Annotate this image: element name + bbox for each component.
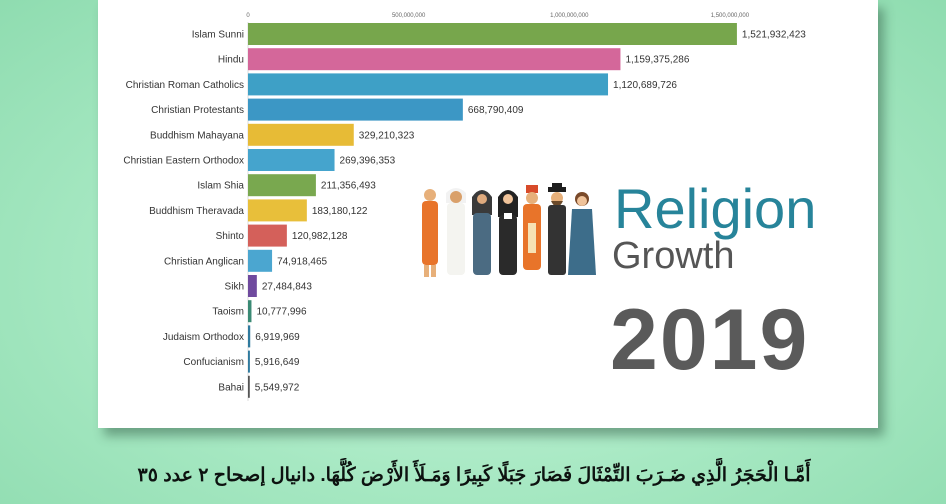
category-label: Bahai — [218, 382, 244, 393]
bar — [248, 149, 335, 171]
value-label: 74,918,465 — [277, 256, 327, 267]
value-label: 10,777,996 — [256, 307, 306, 318]
category-label: Christian Anglican — [164, 256, 244, 267]
bar — [248, 98, 463, 121]
x-tick-label: 1,000,000,000 — [550, 13, 589, 19]
chart-panel: 0 500,000,000 1,000,000,000 1,500,000,000 Is… — [98, 0, 878, 428]
value-label: 120,982,128 — [292, 231, 348, 242]
value-label: 211,356,493 — [321, 181, 376, 192]
bar — [248, 275, 257, 297]
value-label: 668,790,409 — [468, 105, 524, 116]
value-label: 6,919,969 — [255, 332, 300, 343]
bar — [248, 224, 287, 247]
category-label: Sikh — [225, 282, 244, 293]
priest-figure — [523, 185, 541, 270]
x-tick-label: 0 — [246, 13, 250, 19]
category-label: Taoism — [212, 307, 244, 318]
value-label: 5,916,649 — [255, 357, 300, 368]
title-growth: Growth — [612, 235, 735, 277]
category-label: Christian Roman Catholics — [126, 80, 244, 91]
bar — [248, 123, 354, 146]
bar — [248, 199, 307, 222]
arabic-subtitle: أَمَّـا الْحَجَرُ الَّذِي ضَـرَبَ التِّم… — [137, 465, 811, 486]
bar — [248, 249, 273, 272]
bar — [248, 48, 621, 71]
value-label: 5,549,972 — [255, 382, 300, 393]
category-label: Islam Shia — [197, 181, 244, 192]
bar — [248, 350, 250, 373]
value-label: 1,521,932,423 — [742, 30, 806, 41]
hijab-woman-figure — [472, 190, 492, 275]
value-label: 269,396,353 — [340, 156, 396, 167]
category-label: Confucianism — [183, 357, 244, 368]
value-label: 1,159,375,286 — [625, 55, 689, 66]
title-block: Religion Growth 2019 — [610, 178, 870, 408]
bar — [248, 325, 251, 348]
category-label: Judaism Orthodox — [163, 332, 244, 343]
x-tick-label: 500,000,000 — [392, 13, 426, 19]
rabbi-figure — [548, 183, 566, 275]
year-label: 2019 — [610, 292, 810, 388]
nun-figure — [498, 190, 518, 275]
value-label: 1,120,689,726 — [613, 80, 677, 91]
bar — [248, 300, 252, 323]
people-of-various-faiths-illustration — [422, 183, 596, 277]
bar — [248, 174, 316, 197]
value-label: 27,484,843 — [262, 282, 312, 293]
bar-chart: 0 500,000,000 1,000,000,000 1,500,000,000 Is… — [123, 13, 806, 401]
category-label: Christian Eastern Orthodox — [123, 156, 244, 167]
category-label: Christian Protestants — [151, 105, 244, 116]
category-label: Buddhism Mahayana — [150, 130, 244, 141]
title-religion: Religion — [614, 177, 817, 240]
bar — [248, 73, 609, 96]
woman-figure — [568, 192, 596, 275]
category-label: Islam Sunni — [192, 30, 244, 41]
x-tick-label: 1,500,000,000 — [711, 13, 750, 19]
value-label: 183,180,122 — [312, 206, 368, 217]
value-label: 329,210,323 — [359, 130, 415, 141]
category-label: Hindu — [218, 55, 244, 66]
bar — [248, 375, 250, 398]
sheikh-figure — [446, 188, 466, 275]
bar — [248, 23, 737, 45]
category-label: Shinto — [216, 231, 245, 242]
monk-figure — [422, 189, 438, 277]
category-label: Buddhism Theravada — [149, 206, 244, 217]
